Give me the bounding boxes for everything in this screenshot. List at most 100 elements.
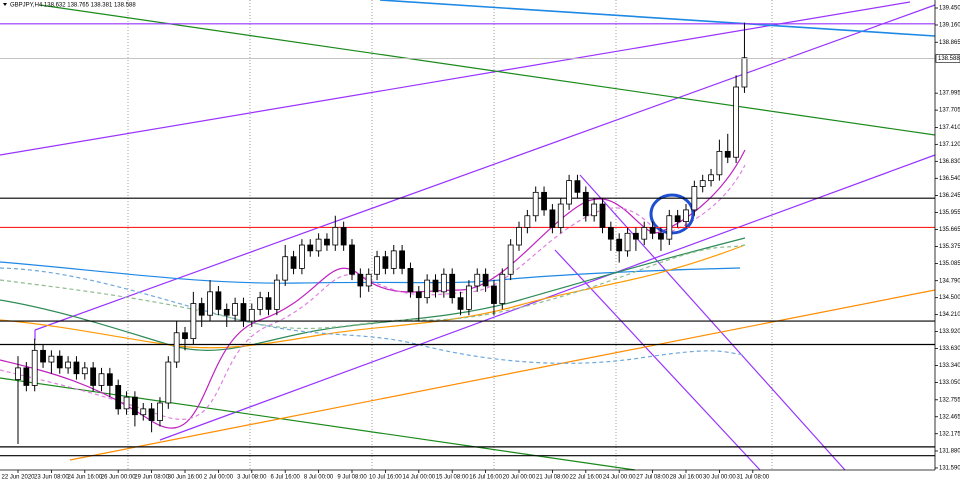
candle-body [390,250,397,269]
candle-body [516,227,522,246]
x-tick-label: 28 Jul 16:00 [670,475,703,481]
candle-body [182,332,188,340]
x-tick-label: 8 Jul 00:00 [304,475,334,481]
candle-body [15,367,21,380]
candle-body [457,297,464,310]
x-tick-label: 3 Jul 08:00 [237,475,267,481]
candle-body [349,244,355,275]
candle-body [607,227,614,240]
x-tick-label: 20 Jul 00:00 [503,475,536,481]
candle-body [173,332,180,363]
candle-body [215,291,222,310]
chart-header: GBPJPY,H4 138.632 138.765 138.381 138.58… [10,3,136,9]
y-tick-label: 134.790 [939,278,960,284]
y-tick-label: 137.705 [939,108,960,114]
x-tick-label: 14 Jul 00:00 [402,475,435,481]
x-tick-label: 2 Jul 00:00 [204,475,234,481]
x-tick-label: 31 Jul 08:00 [736,475,769,481]
y-tick-label: 139.450 [939,6,960,12]
candle-body [716,150,723,176]
x-tick-label: 22 Jun 2020 [1,475,35,481]
candle-body [741,57,748,88]
candle-body [491,285,497,304]
candle-body [48,355,55,363]
x-tick-label: 24 Jun 16:00 [67,475,102,481]
candle-body [357,273,364,287]
candle-body [157,402,163,421]
y-tick-label: 133.920 [939,329,960,335]
candle-body [524,215,531,228]
y-tick-label: 133.340 [939,363,960,369]
y-tick-label: 135.955 [939,210,960,216]
candle-body [106,373,113,386]
candle-body [223,308,230,316]
candle-body [232,303,239,316]
candle-body [666,215,673,240]
candle-body [582,191,589,217]
candle-body [324,238,330,246]
candle-body [365,273,372,287]
candle-body [273,279,280,310]
x-tick-label: 30 Jul 00:00 [703,475,736,481]
candle-body [683,209,689,222]
x-tick-label: 29 Jun 08:00 [134,475,169,481]
x-tick-label: 23 Jun 08:00 [34,475,69,481]
candle-body [298,244,305,269]
y-tick-label: 135.085 [939,261,960,267]
candle-body [566,180,572,205]
candle-body [98,373,105,386]
candle-body [724,150,731,158]
candle-body [40,349,46,363]
candle-body [374,256,380,275]
candle-body [691,186,698,211]
candle-body [482,273,489,287]
candle-body [123,396,130,410]
candle-body [449,273,456,299]
candle-body [574,180,581,193]
candle-body [257,297,264,310]
candle-body [641,227,648,240]
x-tick-label: 26 Jun 00:00 [101,475,136,481]
y-tick-label: 137.995 [939,91,960,97]
y-tick-label: 131.880 [939,449,960,455]
x-tick-label: 21 Jul 08:00 [536,475,569,481]
candle-body [591,203,598,217]
week-separators [127,0,773,470]
y-tick-label: 136.245 [939,193,960,199]
candle-body [115,385,122,410]
x-tick-label: 6 Jul 16:00 [271,475,301,481]
candle-body [557,203,564,228]
candle-body [282,256,289,281]
candle-body [140,408,147,416]
candle-body [207,291,213,316]
candle-body [407,268,414,293]
x-tick-label: 30 Jun 16:00 [168,475,203,481]
candle-body [532,191,539,217]
candle-body [23,367,30,386]
y-tick-label: 139.160 [939,23,960,29]
candle-body [131,396,138,416]
y-tick-label: 133.050 [939,380,960,386]
candle-body [616,238,623,252]
y-tick-label: 138.865 [939,40,960,46]
candle-body [658,232,664,240]
y-tick-label: 131.590 [939,466,960,472]
x-tick-label: 16 Jul 16:00 [469,475,502,481]
x-tick-label: 15 Jul 08:00 [436,475,469,481]
candle-body [190,303,197,340]
candle-body [499,273,506,304]
candle-body [382,256,389,269]
candle-body [674,215,681,222]
candle-body [56,355,63,369]
candle-body [340,227,347,246]
candle-body [633,232,639,240]
candle-body [307,244,314,252]
candle-body [399,250,406,269]
candle-body [624,232,631,252]
y-tick-label: 137.120 [939,142,960,148]
candle-body [198,303,205,316]
candle-body [165,361,172,404]
x-tick-label: 24 Jul 00:00 [603,475,636,481]
candle-body [248,308,255,322]
